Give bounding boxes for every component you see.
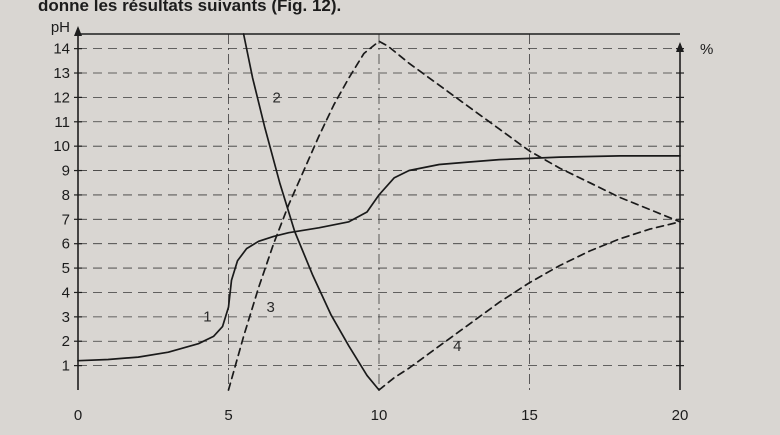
y-tick-label-8: 9 (62, 163, 70, 180)
series-line-2 (242, 33, 380, 391)
x-tick-label-0: 0 (74, 407, 82, 424)
grid (78, 34, 680, 390)
y-tick-label-6: 7 (62, 211, 70, 228)
y-tick-label-9: 10 (53, 138, 70, 155)
y-tick-label-5: 6 (62, 236, 70, 253)
y-tick-label-3: 4 (62, 284, 70, 301)
y-tick-label-4: 5 (62, 260, 70, 277)
y-tick-label-1: 2 (62, 333, 70, 350)
x-tick-label-4: 20 (672, 407, 689, 424)
y-tick-label-10: 11 (54, 114, 70, 131)
series-line-4 (378, 220, 681, 391)
y2-axis-arrow (676, 42, 684, 52)
series-label-2: 2 (272, 89, 280, 106)
x-tick-label-1: 5 (224, 407, 232, 424)
series-line-1 (77, 155, 681, 362)
y2-axis-label: % (700, 41, 713, 58)
y-tick-label-2: 3 (62, 309, 70, 326)
y-axis-label: pH (51, 19, 70, 36)
labels-layer: 1 2 3 4 (203, 89, 461, 355)
y-tick-label-11: 12 (53, 89, 70, 106)
figure-caption: donne les résultats suivants (Fig. 12). (38, 0, 342, 15)
x-tick-label-2: 10 (371, 407, 388, 424)
y-tick-label-13: 14 (53, 41, 70, 58)
series-layer (77, 33, 681, 391)
x-tick-label-3: 15 (521, 407, 538, 424)
series-label-4: 4 (453, 338, 461, 355)
y-axis-arrow (74, 26, 82, 36)
series-label-1: 1 (203, 309, 211, 326)
y-tick-label-12: 13 (53, 65, 70, 82)
series-line-3 (227, 40, 681, 391)
series-label-3: 3 (266, 299, 274, 316)
y-tick-label-0: 1 (62, 358, 70, 375)
y-tick-label-7: 8 (62, 187, 70, 204)
